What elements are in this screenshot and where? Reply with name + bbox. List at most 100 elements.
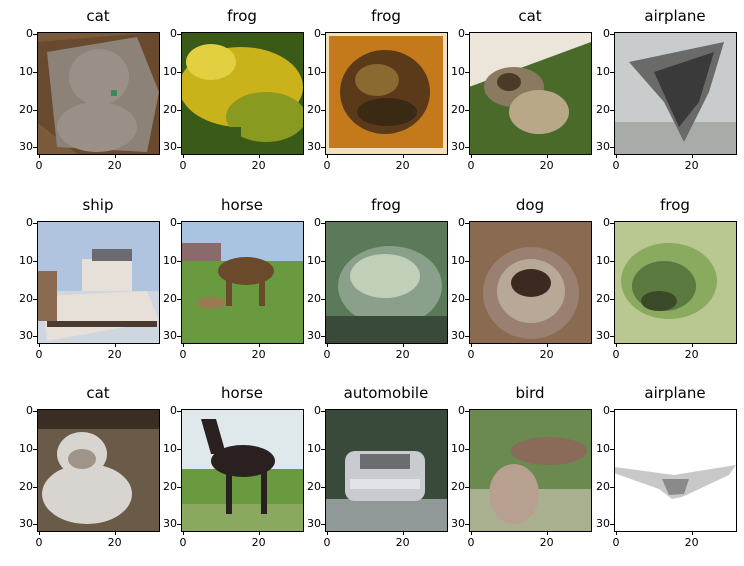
x-tick-label: 20 [539, 536, 554, 549]
y-tick-mark [321, 260, 325, 262]
y-tick-label: 10 [451, 441, 465, 455]
y-tick-mark [177, 486, 181, 488]
y-tick-mark [610, 147, 614, 149]
x-tick-mark [114, 154, 116, 158]
panel-title: frog [371, 7, 401, 25]
x-tick-label: 20 [684, 536, 699, 549]
panel-image [325, 32, 447, 154]
y-tick-label: 20 [596, 102, 610, 116]
y-tick-mark [33, 411, 37, 412]
y-tick-mark [33, 147, 37, 149]
x-tick-label: 20 [251, 348, 266, 361]
x-tick-label: 20 [251, 159, 266, 172]
y-tick-mark [33, 34, 37, 35]
panel-title: cat [86, 384, 110, 402]
y-tick-label: 20 [451, 102, 465, 116]
x-tick-mark [616, 154, 617, 158]
y-tick-mark [610, 34, 614, 35]
x-tick-label: 20 [251, 536, 266, 549]
y-tick-mark [465, 336, 469, 338]
y-tick-label: 0 [170, 27, 177, 40]
y-tick-label: 0 [603, 27, 610, 40]
y-tick-mark [321, 524, 325, 526]
image-panel: dog 0 10 20 30 0 20 [451, 196, 592, 361]
x-tick-label: 0 [179, 159, 187, 172]
x-tick-label: 0 [467, 536, 475, 549]
y-tick-mark [465, 147, 469, 149]
x-tick-label: 20 [539, 348, 554, 361]
x-tick-label: 0 [323, 159, 331, 172]
y-tick-mark [321, 34, 325, 35]
x-tick-label: 20 [107, 536, 122, 549]
y-tick-label: 10 [163, 441, 177, 455]
y-tick-mark [33, 524, 37, 526]
image-panel: cat 0 10 20 30 0 20 [19, 384, 160, 549]
panel-image [181, 409, 303, 531]
y-tick-mark [177, 411, 181, 412]
x-tick-label: 0 [467, 159, 475, 172]
y-tick-mark [33, 336, 37, 338]
x-tick-label: 20 [395, 536, 410, 549]
panel-image [614, 409, 736, 531]
y-tick-mark [177, 71, 181, 73]
panel-title: bird [515, 384, 545, 402]
y-tick-mark [610, 411, 614, 412]
y-tick-mark [33, 486, 37, 488]
y-tick-mark [177, 109, 181, 111]
y-tick-label: 20 [163, 291, 177, 305]
y-tick-label: 0 [458, 404, 465, 417]
y-tick-mark [610, 109, 614, 111]
y-tick-label: 0 [314, 216, 321, 229]
y-tick-label: 30 [596, 517, 610, 531]
panel-image [181, 221, 303, 343]
y-tick-label: 30 [307, 517, 321, 531]
x-tick-mark [546, 343, 548, 347]
panel-title: ship [82, 196, 114, 214]
image-panel: horse 0 10 20 30 0 20 [163, 196, 304, 361]
image-panel: frog 0 10 20 30 0 20 [596, 196, 737, 361]
y-tick-mark [33, 71, 37, 73]
x-tick-label: 20 [107, 348, 122, 361]
y-tick-label: 10 [596, 64, 610, 78]
y-tick-mark [177, 524, 181, 526]
y-tick-label: 10 [307, 441, 321, 455]
y-tick-mark [321, 298, 325, 300]
x-tick-label: 20 [684, 348, 699, 361]
image-panel: automobile 0 10 20 30 0 20 [307, 384, 448, 549]
y-tick-mark [177, 34, 181, 35]
x-tick-mark [183, 154, 184, 158]
y-tick-mark [321, 109, 325, 111]
y-tick-label: 30 [451, 329, 465, 343]
y-tick-label: 20 [596, 291, 610, 305]
y-tick-label: 20 [451, 479, 465, 493]
x-tick-mark [546, 531, 548, 535]
x-tick-label: 20 [107, 159, 122, 172]
y-tick-label: 30 [307, 329, 321, 343]
y-tick-label: 20 [307, 291, 321, 305]
x-tick-label: 0 [612, 348, 620, 361]
image-panel: frog 0 10 20 30 0 20 [163, 7, 304, 172]
y-tick-mark [465, 486, 469, 488]
y-tick-mark [465, 448, 469, 450]
panel-title: horse [221, 196, 263, 214]
y-tick-label: 20 [19, 102, 33, 116]
y-tick-label: 20 [19, 291, 33, 305]
x-tick-mark [471, 343, 472, 347]
y-tick-mark [465, 298, 469, 300]
y-tick-mark [610, 71, 614, 73]
x-tick-label: 20 [395, 348, 410, 361]
y-tick-label: 0 [603, 404, 610, 417]
x-tick-mark [691, 154, 693, 158]
x-tick-label: 0 [35, 159, 43, 172]
panel-image [181, 32, 303, 154]
y-tick-label: 20 [307, 479, 321, 493]
y-tick-label: 10 [451, 64, 465, 78]
y-tick-mark [610, 298, 614, 300]
panel-title: airplane [644, 384, 706, 402]
x-tick-label: 0 [323, 536, 331, 549]
y-tick-label: 10 [596, 441, 610, 455]
x-tick-mark [691, 343, 693, 347]
y-tick-mark [321, 147, 325, 149]
y-tick-mark [33, 260, 37, 262]
x-tick-mark [616, 531, 617, 535]
